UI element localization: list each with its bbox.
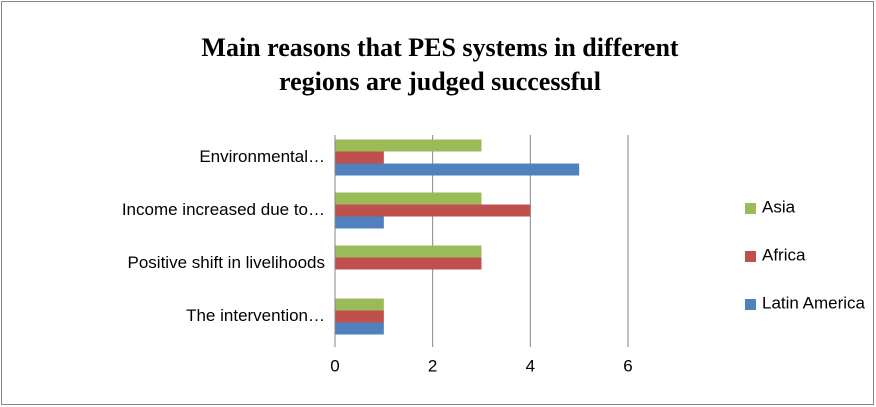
bar bbox=[335, 151, 384, 164]
y-tick-label: Environmental… bbox=[199, 147, 325, 166]
bar bbox=[335, 139, 482, 152]
bar bbox=[335, 257, 482, 270]
y-tick-label: Positive shift in livelihoods bbox=[128, 253, 325, 272]
y-tick-label: The intervention… bbox=[186, 306, 325, 325]
x-tick-label: 2 bbox=[428, 356, 437, 375]
legend-label: Africa bbox=[762, 245, 806, 264]
bar bbox=[335, 163, 580, 176]
bar bbox=[335, 322, 384, 335]
legend-label: Asia bbox=[762, 197, 796, 216]
x-tick-label: 4 bbox=[526, 356, 535, 375]
bar bbox=[335, 216, 384, 229]
bar bbox=[335, 310, 384, 323]
bar bbox=[335, 204, 531, 217]
y-tick-label: Income increased due to… bbox=[122, 200, 325, 219]
bar bbox=[335, 298, 384, 311]
bar bbox=[335, 192, 482, 205]
x-tick-label: 0 bbox=[330, 356, 339, 375]
bar bbox=[335, 245, 482, 258]
legend-swatch bbox=[745, 203, 756, 214]
legend-swatch bbox=[745, 251, 756, 262]
chart-title: regions are judged successful bbox=[279, 67, 601, 96]
legend-label: Latin America bbox=[762, 293, 866, 312]
chart-title: Main reasons that PES systems in differe… bbox=[201, 33, 678, 62]
x-tick-label: 6 bbox=[623, 356, 632, 375]
legend-swatch bbox=[745, 299, 756, 310]
